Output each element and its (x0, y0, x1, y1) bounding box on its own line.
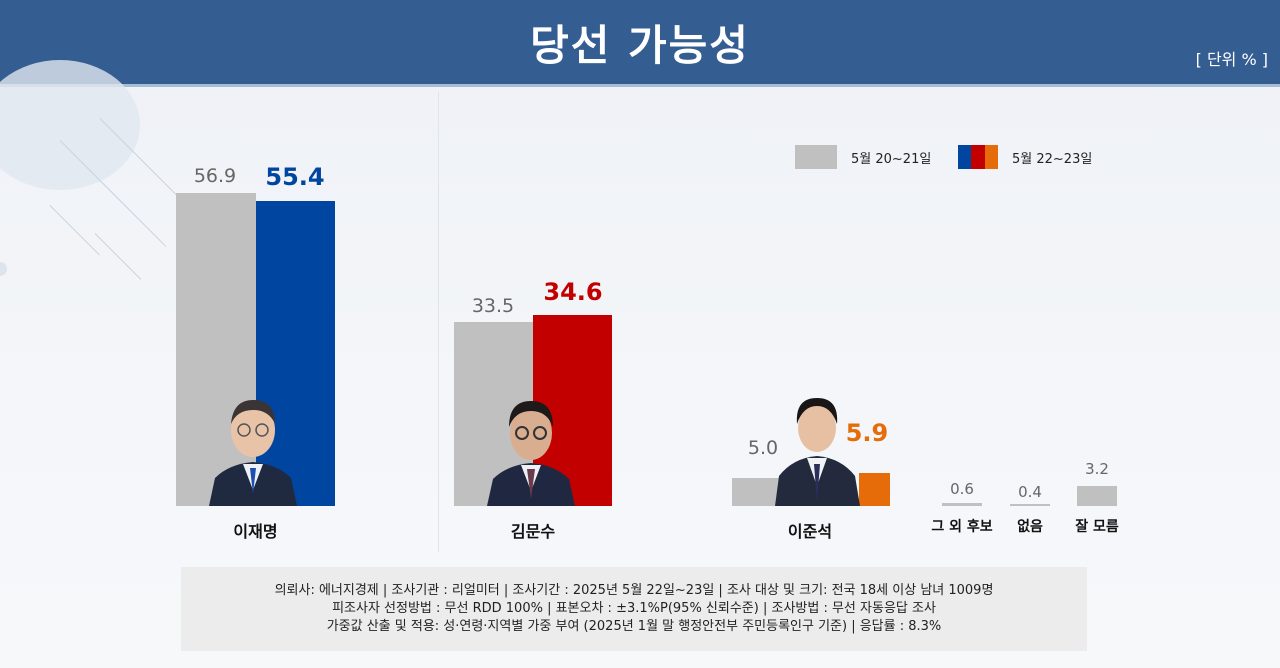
legend-swatch-tricolor (958, 145, 998, 169)
survey-info-line: 의뢰사: 에너지경제 | 조사기관 : 리얼미터 | 조사기간 : 2025년 … (274, 583, 994, 598)
legend-item-previous: 5월 20~21일 (795, 145, 931, 169)
title-banner: 당선 가능성 [ 단위 % ] (0, 0, 1280, 87)
candidate-photo-lee-jaemyung (209, 394, 297, 506)
legend-label: 5월 20~21일 (851, 151, 932, 167)
survey-info-box: 의뢰사: 에너지경제 | 조사기관 : 리얼미터 | 조사기간 : 2025년 … (181, 567, 1087, 651)
decorative-dot (0, 262, 7, 276)
value-label-none: 0.4 (1018, 483, 1042, 501)
legend-label: 5월 22~23일 (1012, 151, 1093, 167)
value-label-prev: 56.9 (193, 165, 237, 187)
decorative-line (49, 205, 100, 256)
decorative-line (94, 233, 142, 280)
unit-label: [ 단위 % ] (1195, 50, 1268, 69)
bar-curr-lee-junseok (859, 473, 890, 506)
category-name: 그 외 후보 (931, 519, 993, 535)
value-label-curr: 55.4 (265, 163, 325, 191)
candidate-photo-kim-moonsoo (487, 395, 575, 506)
value-label-other: 0.6 (950, 480, 974, 498)
bar-curr-lee-jaemyung (256, 201, 335, 506)
value-label-prev: 33.5 (471, 295, 515, 317)
bar-unknown (1077, 486, 1117, 506)
survey-info-line: 가중값 산출 및 적용: 성·연령·지역별 가중 부여 (2025년 1월 말 … (326, 619, 942, 634)
bar-prev-lee-junseok (732, 478, 782, 506)
bar-none (1010, 504, 1050, 506)
value-label-prev: 5.0 (747, 437, 779, 459)
bar-other-candidates (942, 503, 982, 506)
legend-swatch-gray (795, 145, 837, 169)
value-label-curr: 34.6 (543, 278, 603, 306)
category-name: 잘 모름 (1075, 519, 1119, 535)
survey-info-line: 피조사자 선정방법 : 무선 RDD 100% | 표본오차 : ±3.1%P(… (332, 601, 936, 616)
chart-title: 당선 가능성 (530, 21, 750, 70)
divider-line (438, 92, 439, 552)
value-label-unknown: 3.2 (1085, 460, 1109, 478)
category-name: 없음 (1017, 519, 1043, 535)
candidate-name: 김문수 (510, 522, 556, 541)
value-label-curr: 5.9 (845, 419, 889, 447)
legend-item-current: 5월 22~23일 (958, 145, 1092, 169)
candidate-photo-lee-junseok (775, 396, 860, 506)
decorative-circle (0, 60, 140, 190)
candidate-name: 이재명 (233, 522, 278, 541)
candidate-name: 이준석 (787, 522, 833, 541)
